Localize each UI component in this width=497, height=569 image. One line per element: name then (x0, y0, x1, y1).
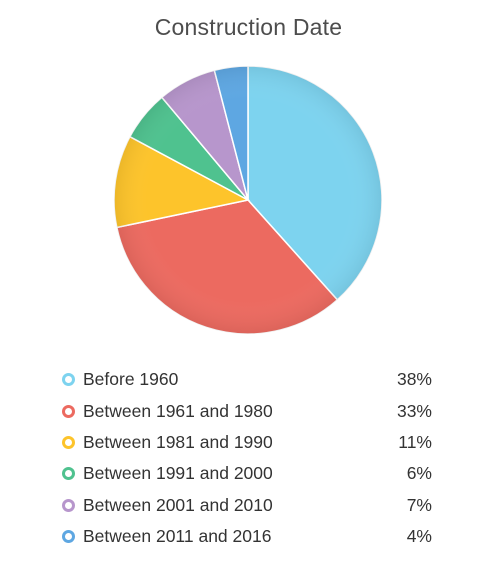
legend-item[interactable]: Before 1960 38% (62, 364, 432, 395)
legend-marker-icon (62, 530, 75, 544)
legend-label: Between 1961 and 1980 (83, 400, 273, 421)
legend-item[interactable]: Between 2001 and 2010 7% (62, 490, 432, 521)
legend-label: Between 1981 and 1990 (83, 431, 273, 452)
legend-item[interactable]: Between 1981 and 1990 11% (62, 427, 432, 458)
pie-chart (113, 65, 383, 335)
legend-marker-icon (62, 435, 75, 449)
legend-marker-icon (62, 498, 75, 512)
legend-value: 33% (396, 400, 432, 421)
chart-title: Construction Date (154, 14, 343, 40)
legend-item[interactable]: Between 2011 and 2016 4% (62, 521, 432, 552)
legend-item[interactable]: Between 1961 and 1980 33% (62, 395, 432, 426)
legend-item[interactable]: Between 1991 and 2000 6% (62, 458, 432, 489)
legend-value: 6% (406, 463, 432, 484)
legend-value: 7% (406, 494, 432, 515)
legend-marker-icon (62, 467, 75, 481)
legend-value: 11% (398, 431, 432, 452)
legend-label: Between 1991 and 2000 (83, 463, 273, 484)
legend-value: 4% (406, 526, 432, 547)
legend-marker-icon (62, 404, 75, 418)
chart-legend: Before 1960 38% Between 1961 and 1980 33% Be… (62, 364, 432, 552)
legend-marker-icon (62, 373, 75, 387)
legend-label: Before 1960 (83, 369, 179, 390)
legend-label: Between 2001 and 2010 (83, 494, 273, 515)
legend-label: Between 2011 and 2016 (83, 526, 272, 547)
legend-value: 38% (396, 369, 432, 390)
